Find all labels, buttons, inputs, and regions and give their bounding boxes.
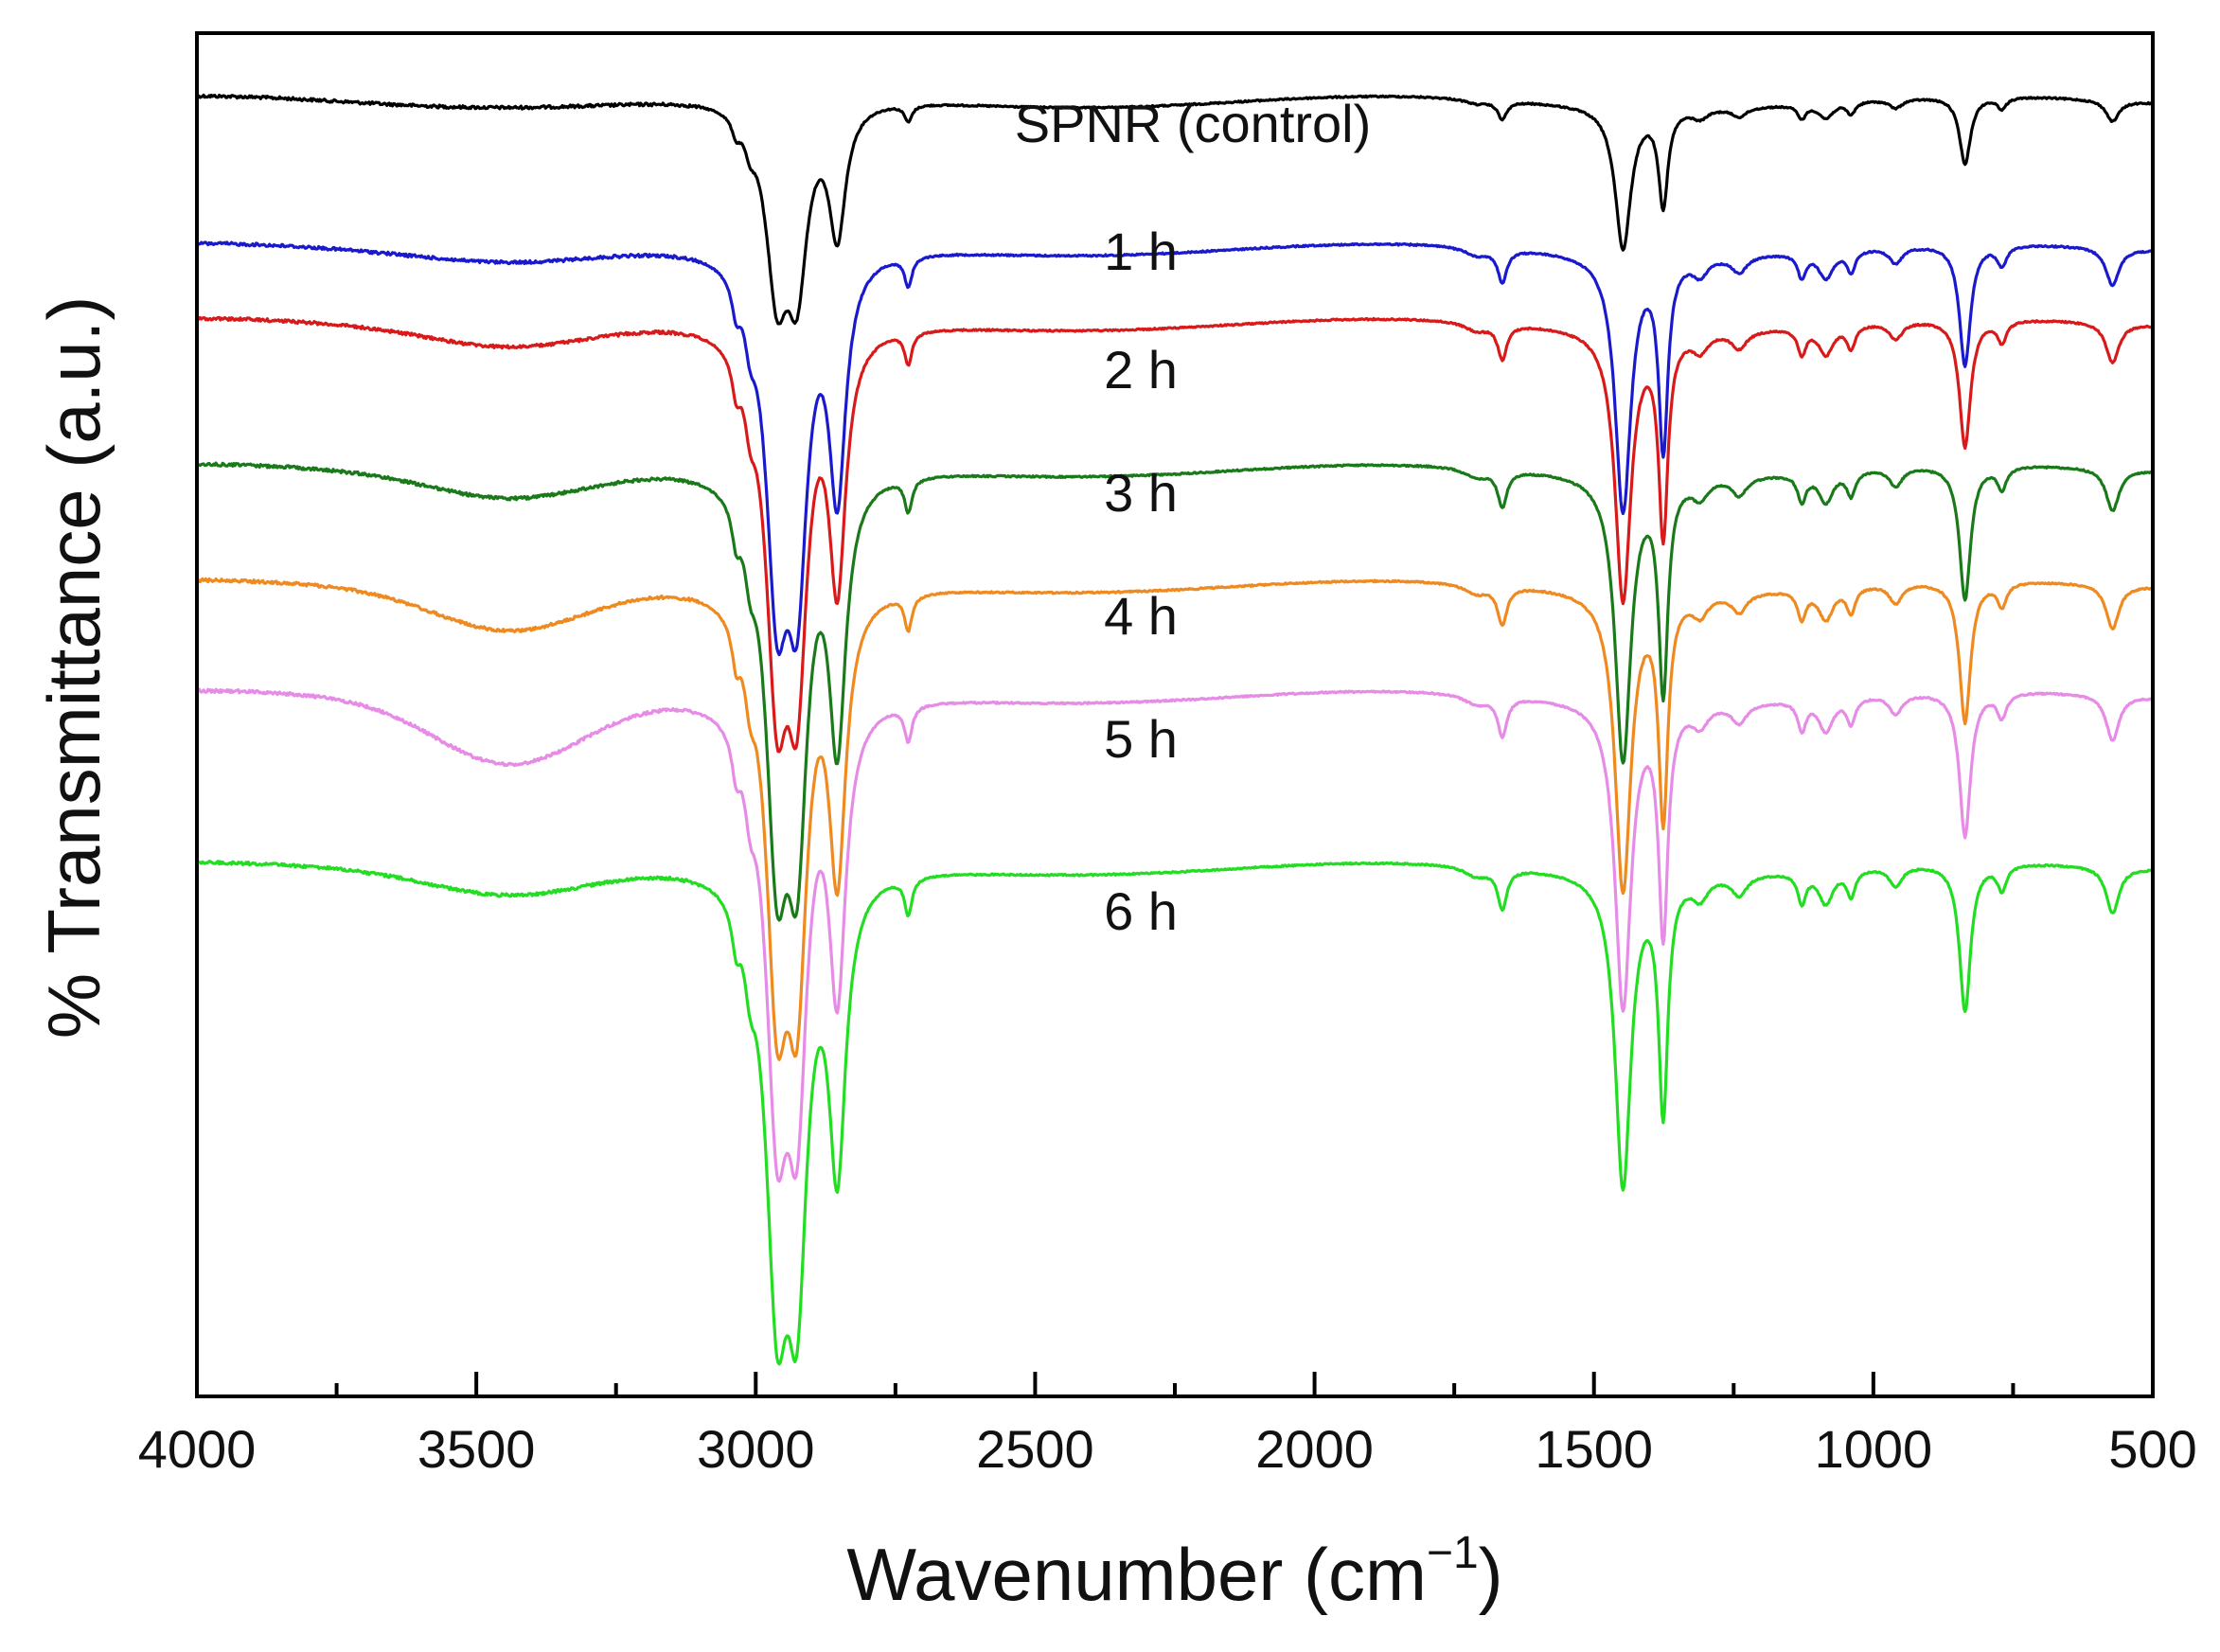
series-line <box>195 461 2155 922</box>
series-line <box>195 860 2155 1366</box>
series-label: 3 h <box>1104 463 1178 523</box>
series-label: 2 h <box>1104 340 1178 400</box>
x-tick-label: 2000 <box>1255 1419 1374 1479</box>
series-line <box>195 93 2155 326</box>
x-ticks <box>195 1372 2155 1396</box>
x-tick-label: 3000 <box>697 1419 815 1479</box>
series-line <box>195 315 2155 754</box>
series-labels: SPNR (control) 1 h 2 h 3 h 4 h 5 h 6 h <box>1015 94 1372 941</box>
x-tick-label: 3500 <box>417 1419 536 1479</box>
x-tick-label: 2500 <box>976 1419 1094 1479</box>
x-tick-label: 500 <box>2108 1419 2196 1479</box>
x-tick-label: 1500 <box>1535 1419 1653 1479</box>
series-label: SPNR (control) <box>1015 94 1372 153</box>
series-label: 4 h <box>1104 586 1178 646</box>
x-axis-title: Wavenumber (cm−1) <box>846 1528 1502 1616</box>
series-group <box>195 93 2155 1366</box>
plot-area <box>195 31 2155 1398</box>
series-label: 1 h <box>1104 222 1178 281</box>
series-line <box>195 240 2155 657</box>
x-tick-label: 4000 <box>138 1419 257 1479</box>
x-tick-labels: 4000 3500 3000 2500 2000 1500 1000 500 <box>138 1419 2197 1479</box>
x-tick-label: 1000 <box>1815 1419 1933 1479</box>
series-label: 6 h <box>1104 881 1178 941</box>
series-line <box>195 687 2155 1183</box>
y-axis-title: % Transmittance (a.u.) <box>32 296 115 1039</box>
series-line <box>195 577 2155 1061</box>
series-label: 5 h <box>1104 709 1178 769</box>
